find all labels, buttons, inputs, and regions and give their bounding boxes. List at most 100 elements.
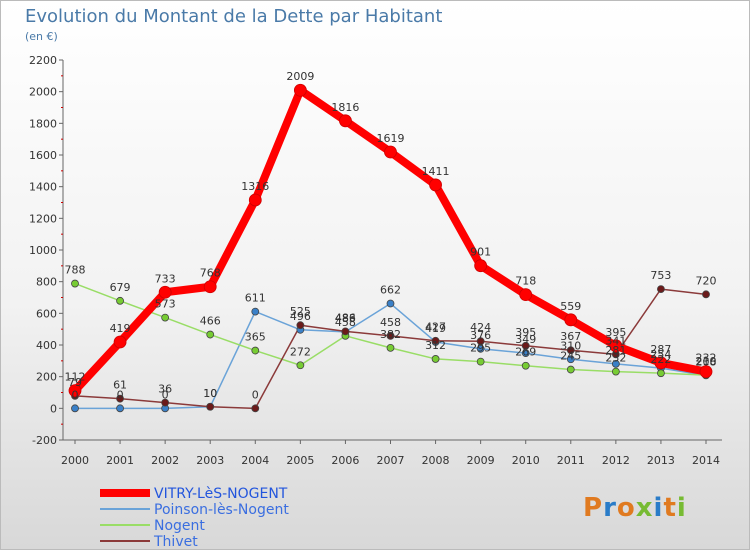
data-label: 232 (696, 352, 717, 365)
data-label: 496 (290, 310, 311, 323)
data-label: 427 (425, 321, 446, 334)
data-label: 376 (470, 329, 491, 342)
data-point (68, 384, 82, 398)
data-point (384, 145, 397, 159)
y-tick-label: 2200 (29, 54, 57, 67)
y-tick-label: 0 (50, 402, 57, 415)
chart-title: Evolution du Montant de la Dette par Hab… (25, 6, 442, 27)
data-label: 395 (605, 326, 626, 339)
data-label: 269 (515, 346, 536, 359)
data-point (386, 343, 395, 352)
data-point (564, 313, 578, 327)
data-label: 10 (203, 387, 217, 400)
data-label: 0 (72, 388, 79, 401)
y-tick-label: 400 (36, 339, 57, 352)
data-label: 1411 (422, 165, 450, 178)
data-label: 486 (335, 311, 356, 324)
data-label: 466 (200, 315, 221, 328)
data-label: 483 (335, 312, 356, 325)
data-point (474, 259, 488, 273)
data-point (71, 279, 79, 288)
data-label: 1619 (377, 132, 405, 145)
data-label: 901 (470, 246, 491, 259)
legend-entry: Thivet (153, 534, 198, 550)
data-label: 295 (470, 342, 491, 355)
x-tick-label: 2000 (61, 454, 89, 467)
data-point (248, 193, 262, 207)
data-point (566, 346, 575, 355)
data-label: 79 (68, 376, 82, 389)
data-point (71, 404, 79, 413)
proxiti-logo: Proxiti (583, 493, 687, 523)
data-point (702, 290, 710, 299)
data-point (116, 296, 124, 305)
data-label: 341 (605, 334, 626, 347)
data-label: 395 (515, 326, 536, 339)
data-label: 733 (155, 272, 176, 285)
chart-subtitle: (en €) (25, 30, 58, 43)
y-tick-label: 200 (36, 371, 57, 384)
legend: VITRY-LèS-NOGENTPoinson-lès-NogentNogent… (100, 486, 289, 550)
data-point (609, 339, 623, 353)
data-label: 281 (605, 344, 626, 357)
x-tick-label: 2012 (602, 454, 630, 467)
y-tick-label: 1400 (29, 181, 57, 194)
data-point (339, 114, 352, 128)
data-point (476, 344, 485, 353)
data-point (429, 178, 442, 192)
data-label: 788 (65, 264, 86, 277)
data-point (161, 398, 170, 407)
data-label: 573 (155, 298, 176, 311)
data-point (476, 357, 485, 366)
proxiti-logo-text: Proxiti (583, 493, 687, 523)
data-label: 10 (203, 387, 217, 400)
data-label: 1316 (241, 180, 269, 193)
data-label: 525 (290, 305, 311, 318)
data-point (203, 280, 217, 294)
data-point (251, 346, 260, 355)
y-tick-label: -200 (32, 434, 57, 447)
data-label: 458 (335, 316, 356, 329)
data-label: 753 (650, 269, 671, 282)
data-label: 367 (560, 330, 581, 343)
y-tick-label: 600 (36, 307, 57, 320)
data-point (296, 321, 305, 330)
data-label: 559 (560, 300, 581, 313)
legend-entry: VITRY-LèS-NOGENT (154, 486, 288, 502)
data-point (161, 313, 170, 322)
data-point (654, 356, 668, 370)
data-point (657, 285, 665, 294)
x-tick-label: 2009 (467, 454, 495, 467)
data-point (206, 402, 215, 411)
data-label: 0 (117, 388, 124, 401)
data-label: 287 (650, 343, 671, 356)
data-label: 36 (158, 383, 172, 396)
data-point (521, 341, 530, 350)
data-label: 424 (470, 321, 491, 334)
data-label: 365 (245, 331, 266, 344)
data-point (611, 367, 620, 376)
data-label: 1816 (331, 101, 359, 114)
legend-entry: Poinson-lès-Nogent (154, 502, 289, 518)
x-tick-label: 2008 (422, 454, 450, 467)
data-point (386, 331, 395, 340)
data-label: 61 (113, 379, 127, 392)
data-label: 419 (110, 322, 131, 335)
data-label: 310 (560, 339, 581, 352)
data-label: 0 (252, 388, 259, 401)
data-label: 662 (380, 284, 401, 297)
data-label: 210 (696, 355, 717, 368)
data-label: 208 (696, 355, 717, 368)
data-point (476, 337, 485, 346)
y-tick-label: 1800 (29, 117, 57, 130)
x-tick-label: 2003 (196, 454, 224, 467)
data-point (519, 288, 533, 302)
data-point (386, 299, 395, 308)
y-tick-label: 800 (36, 276, 57, 289)
data-point (566, 365, 575, 374)
y-tick-label: 1200 (29, 212, 57, 225)
axes: -200020040060080010001200140016001800200… (29, 54, 722, 467)
x-tick-label: 2013 (647, 454, 675, 467)
x-tick-label: 2011 (557, 454, 585, 467)
data-point (431, 355, 440, 363)
